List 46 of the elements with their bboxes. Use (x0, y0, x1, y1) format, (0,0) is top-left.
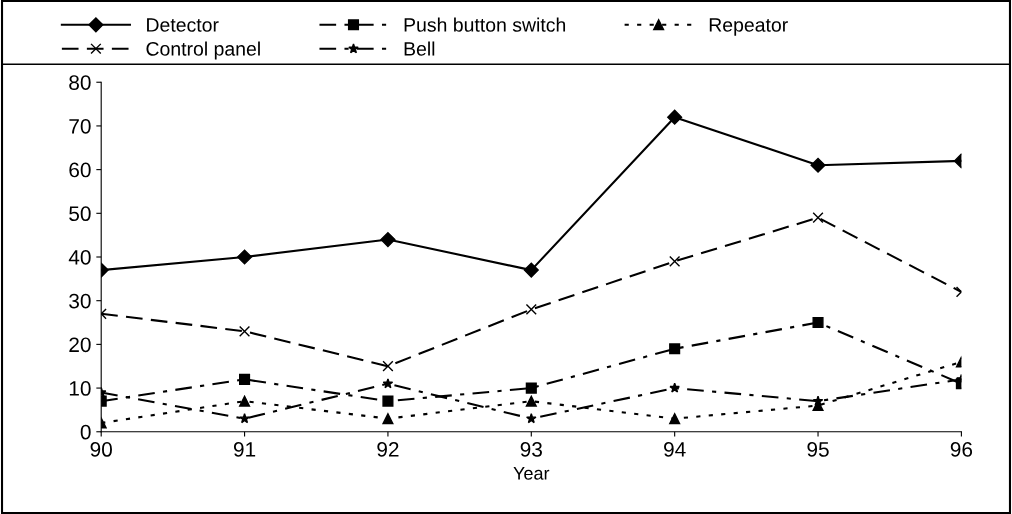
point (812, 395, 824, 406)
x-tick-label: 93 (520, 442, 542, 457)
point (382, 360, 394, 372)
point (382, 378, 394, 389)
y-tick-label: 30 (69, 293, 91, 309)
x-tick-label: 96 (950, 442, 973, 457)
y-tick-label: 40 (68, 250, 91, 265)
legend-label: Detector (147, 18, 219, 32)
point (812, 212, 824, 224)
point (812, 316, 824, 329)
y-tick-label: 10 (69, 381, 91, 396)
point (525, 382, 537, 394)
point (669, 255, 681, 267)
y-tick-label: 0 (80, 424, 91, 440)
x-tick-label: 90 (90, 442, 112, 457)
point (810, 157, 826, 173)
x-tick-label: 94 (664, 442, 686, 457)
y-tick-label: 80 (69, 75, 91, 90)
point (667, 109, 683, 125)
y-tick-label: 50 (69, 206, 91, 222)
point (239, 413, 250, 424)
legend-label: Push button switch (404, 17, 566, 32)
point (525, 395, 537, 407)
legend-label: Control panel (146, 41, 260, 60)
point (239, 395, 251, 407)
y-tick-label: 20 (69, 337, 91, 353)
point (239, 325, 251, 337)
legend-label: Repeator (709, 18, 788, 36)
point (239, 373, 251, 385)
x-tick-label: 95 (807, 442, 829, 457)
point (669, 382, 680, 393)
legend-label: Bell (404, 41, 435, 56)
y-tick-label: 60 (69, 162, 91, 178)
x-tick-label: 92 (377, 442, 399, 457)
x-axis-title: Year (513, 467, 550, 480)
point (669, 343, 681, 355)
point (380, 231, 396, 248)
point (382, 395, 394, 407)
point (525, 413, 537, 424)
point (382, 413, 394, 425)
x-tick-label: 91 (233, 442, 256, 457)
y-tick-label: 70 (69, 118, 91, 134)
point (236, 249, 253, 265)
point (669, 413, 681, 425)
point (523, 262, 539, 278)
point (525, 303, 537, 315)
